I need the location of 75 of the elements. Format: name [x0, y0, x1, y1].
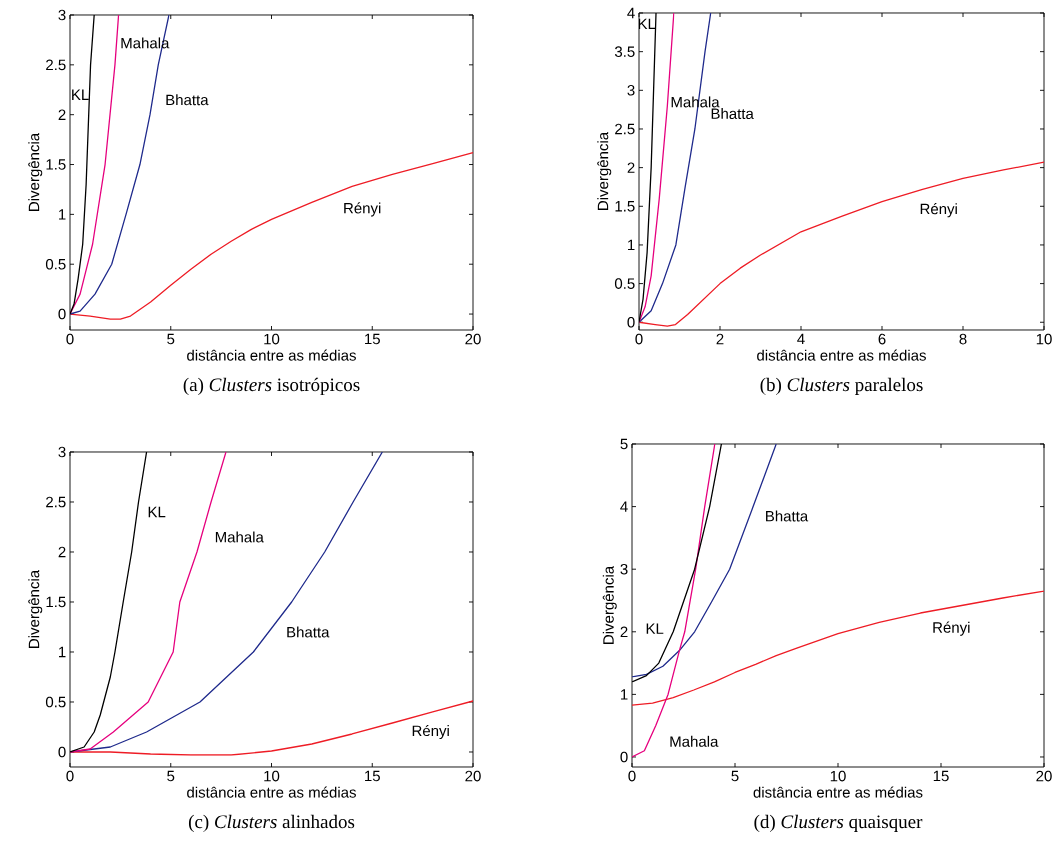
- legend-label: KL: [646, 623, 664, 634]
- x-axis-title: distância entre as médias: [757, 349, 926, 361]
- y-tick-label: 0: [627, 316, 635, 328]
- y-tick-label: 3: [620, 563, 628, 575]
- series-label: KL: [72, 89, 89, 100]
- y-axis-title: Divergência: [28, 569, 43, 648]
- y-tick-label: 4: [627, 7, 635, 19]
- y-tick-label: 3.5: [614, 46, 635, 57]
- x-tick-label: 10: [264, 333, 280, 345]
- x-tick-label: 20: [1036, 770, 1052, 782]
- x-tick-label: 20: [465, 333, 481, 345]
- x-tick-label: 10: [264, 770, 280, 782]
- y-tick-label: 0: [620, 751, 628, 763]
- series-label: Mahala: [215, 531, 264, 543]
- x-tick-label: 15: [933, 770, 949, 782]
- y-tick-label: 0.5: [45, 258, 66, 270]
- text: (a) Clusters isotrópicos: [183, 377, 360, 396]
- y-tick-label: 2: [620, 626, 628, 638]
- line-series: [70, 151, 473, 320]
- series-label: Mahala: [670, 735, 719, 747]
- y-tick-label: 3: [58, 9, 66, 21]
- y-tick-label: 1.5: [46, 159, 66, 170]
- y-axis-title: Divergência: [597, 131, 612, 210]
- series-label: Bhatta: [166, 94, 209, 106]
- y-tick-label: 0.5: [614, 278, 635, 289]
- x-tick-label: 5: [167, 333, 175, 345]
- series-label: Rényi: [412, 724, 449, 740]
- x-tick-label: 8: [959, 333, 967, 345]
- y-tick-label: 3: [627, 85, 635, 96]
- y-tick-label: 1: [628, 239, 635, 251]
- y-tick-label: 2.5: [615, 123, 635, 135]
- legend-label: KL: [638, 18, 656, 29]
- text: (b) Clusters paralelos: [760, 377, 923, 396]
- y-tick-label: 2: [58, 109, 66, 120]
- x-tick-label: 10: [1036, 333, 1052, 345]
- y-tick-label: 0: [58, 746, 66, 758]
- x-tick-label: 10: [830, 770, 846, 782]
- y-tick-label: 2.5: [46, 59, 66, 71]
- y-tick-label: 2.5: [46, 496, 66, 508]
- y-tick-label: 1: [59, 209, 66, 220]
- x-tick-label: 0: [635, 333, 643, 345]
- x-tick-label: 15: [365, 770, 380, 782]
- series-label: Rényi: [933, 621, 970, 636]
- y-tick-label: 3: [58, 446, 66, 458]
- y-tick-label: 1: [621, 689, 628, 700]
- x-tick-label: 15: [365, 333, 380, 345]
- y-tick-label: 1.5: [615, 201, 635, 212]
- y-tick-label: 0.5: [45, 696, 66, 708]
- x-tick-label: 5: [731, 770, 739, 782]
- x-axis-title: distância entre as médias: [187, 349, 356, 361]
- y-axis-title: Divergência: [602, 565, 617, 644]
- y-tick-label: 0: [58, 308, 66, 320]
- series-label: KL: [148, 506, 166, 518]
- y-tick-label: 5: [620, 438, 628, 450]
- x-tick-label: 6: [878, 333, 886, 345]
- x-tick-label: 20: [465, 770, 481, 782]
- text: (d) Clusters quaisquer: [754, 814, 923, 833]
- line-series: [70, 700, 473, 756]
- y-tick-label: 2: [627, 162, 635, 173]
- series-label: Bhatta: [766, 510, 809, 522]
- series-label: Bhatta: [287, 626, 330, 638]
- x-tick-label: 2: [716, 333, 724, 345]
- text: (c) Clusters alinhados: [188, 814, 355, 833]
- y-tick-label: 2: [58, 546, 66, 558]
- series-label: Rényi: [344, 202, 381, 217]
- series-label: Rényi: [920, 203, 957, 218]
- x-tick-label: 4: [797, 333, 805, 345]
- y-tick-label: 1: [59, 646, 66, 658]
- y-axis-title: Divergência: [28, 132, 43, 211]
- y-tick-label: 4: [620, 501, 628, 512]
- x-tick-label: 5: [167, 770, 175, 782]
- y-tick-label: 1.5: [46, 596, 66, 608]
- series-label: Bhatta: [711, 108, 754, 120]
- x-axis-title: distância entre as médias: [753, 786, 923, 798]
- x-axis-title: distância entre as médias: [187, 786, 356, 798]
